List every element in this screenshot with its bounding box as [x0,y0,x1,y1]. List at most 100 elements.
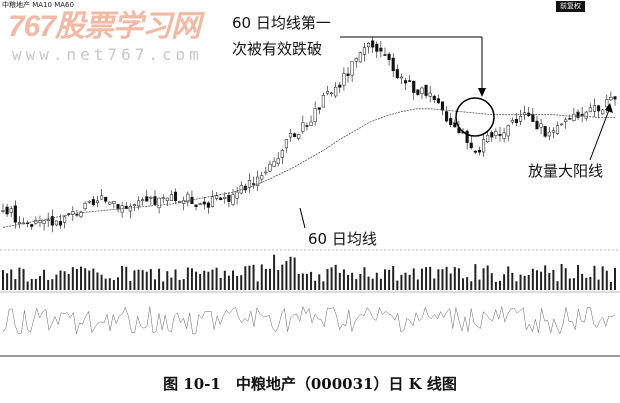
candle [297,134,301,139]
volume-bar [289,256,292,290]
volume-bar [416,279,419,290]
volume-panel [2,254,616,290]
candle [71,211,75,215]
indicator-panel [2,305,616,335]
candle [362,47,366,55]
candle [63,216,67,223]
volume-bar [486,265,489,290]
candle [576,111,580,118]
volume-bar [507,266,510,290]
candle [518,116,523,122]
arrow-head [478,88,486,97]
volume-bar [199,274,202,290]
volume-bar [305,273,308,290]
volume-bar [277,270,280,290]
volume-bar [153,279,156,290]
candle [403,80,408,84]
candle [79,211,83,217]
candle [83,202,87,209]
volume-bar [219,277,222,290]
volume-bar [121,266,124,290]
volume-bar [581,273,584,290]
candle [169,194,173,201]
volume-bar [404,272,407,290]
candle [338,84,342,88]
volume-bar [556,281,559,290]
candle [161,197,165,199]
volume-bar [437,269,440,290]
candle [75,214,79,216]
candle [408,80,412,82]
candle [91,199,95,205]
candle [317,107,321,110]
candle [477,150,482,153]
candle [584,111,588,119]
candle [486,134,490,143]
candle [547,131,551,137]
candle [13,205,17,223]
volume-bar [108,278,111,290]
candle [219,197,223,200]
volume-bar [310,271,313,290]
candle [510,120,514,123]
candle [502,132,506,139]
candle [342,73,346,86]
volume-bar [297,273,300,290]
candle [227,194,231,202]
annotation-break-line2: 次被有效跌破 [232,40,323,58]
volume-bar [429,266,432,290]
annotation-ma60: 60 日均线 [308,230,377,248]
candle [17,222,21,224]
annotation-volume-yang: 放量大阳线 [528,162,604,180]
adjust-tag[interactable]: 前复权 [556,1,585,12]
volume-bar [338,272,341,290]
candle [309,121,313,126]
candle [465,130,469,143]
volume-bar [227,275,230,290]
volume-bar [420,268,423,290]
volume-bar [174,269,177,290]
volume-bar [523,275,526,290]
volume-bar [478,279,481,290]
volume-bar [236,275,239,290]
volume-bar [285,261,288,290]
candle [358,52,362,63]
candle [153,196,157,205]
candle [605,99,609,108]
candle [42,220,46,224]
volume-bar [182,279,185,290]
candle [613,96,617,100]
candle [531,114,535,122]
candle [375,43,379,52]
candle [54,220,58,226]
volume-bar [252,264,255,290]
volume-bar [462,278,465,290]
candle [247,180,251,188]
candle [128,206,132,212]
volume-bar [383,269,386,290]
volume-bar [351,272,354,290]
candle [252,183,256,185]
volume-bar [585,277,588,290]
volume-bar [314,280,317,290]
volume-bar [256,281,259,290]
volume-bar [133,270,136,290]
candle [293,133,297,138]
volume-bar [273,254,276,290]
candle [412,80,416,93]
candle [420,87,424,95]
volume-bar [597,279,600,290]
volume-bar [441,269,444,290]
candle [592,105,597,112]
volume-bar [453,267,456,290]
candle [597,105,601,112]
candle [9,208,13,213]
candle [149,196,153,199]
candle [416,89,420,95]
candle [334,86,338,97]
candle [325,91,330,94]
volume-bar [527,274,530,290]
candle [432,95,436,100]
volume-bar [55,274,58,290]
candle [428,92,432,97]
